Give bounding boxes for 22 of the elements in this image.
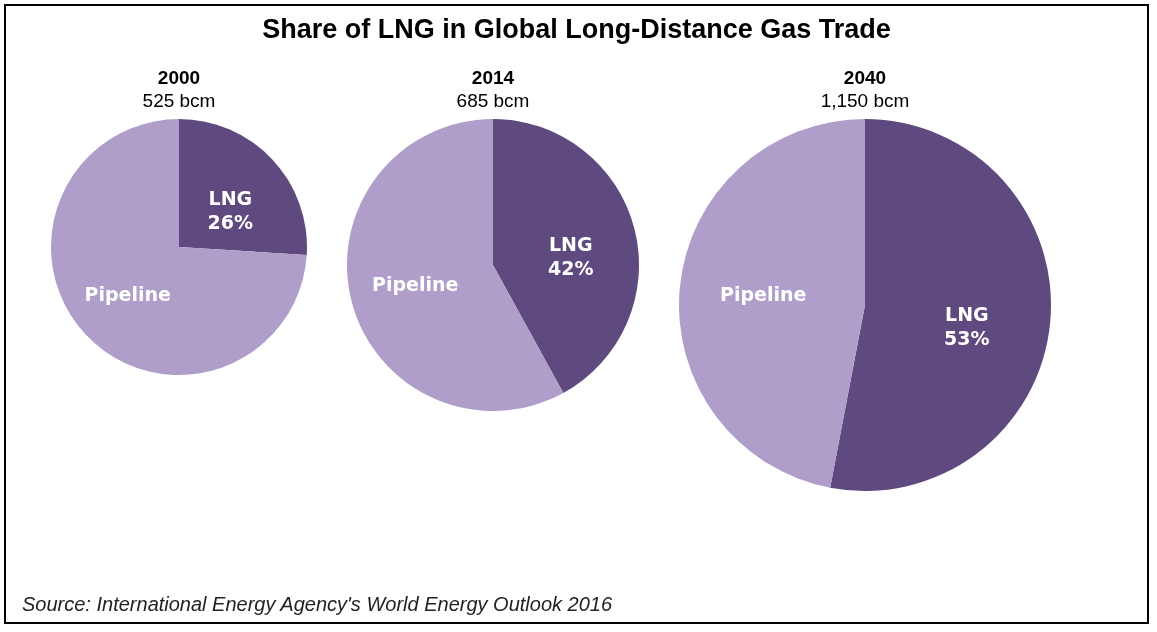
data-label: 26% — [207, 210, 254, 233]
slice-label: Pipeline — [84, 283, 171, 306]
chart-subtitle: 685 bcm — [456, 90, 530, 111]
pie-slice — [679, 119, 865, 488]
text: Share of LNG in Global Long-Distance Gas Trade — [261, 14, 892, 45]
pie-slice — [179, 119, 307, 256]
chart-subtitle: 1,150 bcm — [820, 90, 910, 111]
pie-slice — [830, 119, 1051, 491]
source-note: Source: International Energy Agency's World Energy Outlook 2016 — [22, 593, 613, 616]
slice-label: Pipeline — [372, 272, 459, 295]
slice-label: LNG — [945, 302, 989, 325]
chart-title: 2000 — [157, 67, 201, 88]
slice-label: LNG — [208, 186, 253, 209]
chart-title: 2014 — [471, 67, 515, 88]
slice-label: Pipeline — [719, 283, 807, 306]
chart-subtitle: 525 bcm — [142, 90, 216, 111]
chart-title: 2040 — [843, 67, 887, 88]
data-label: 53% — [944, 326, 990, 349]
data-label: 42% — [548, 257, 594, 280]
pie-slice — [51, 119, 307, 375]
slice-label: LNG — [548, 233, 593, 256]
pie-slice — [493, 119, 639, 393]
